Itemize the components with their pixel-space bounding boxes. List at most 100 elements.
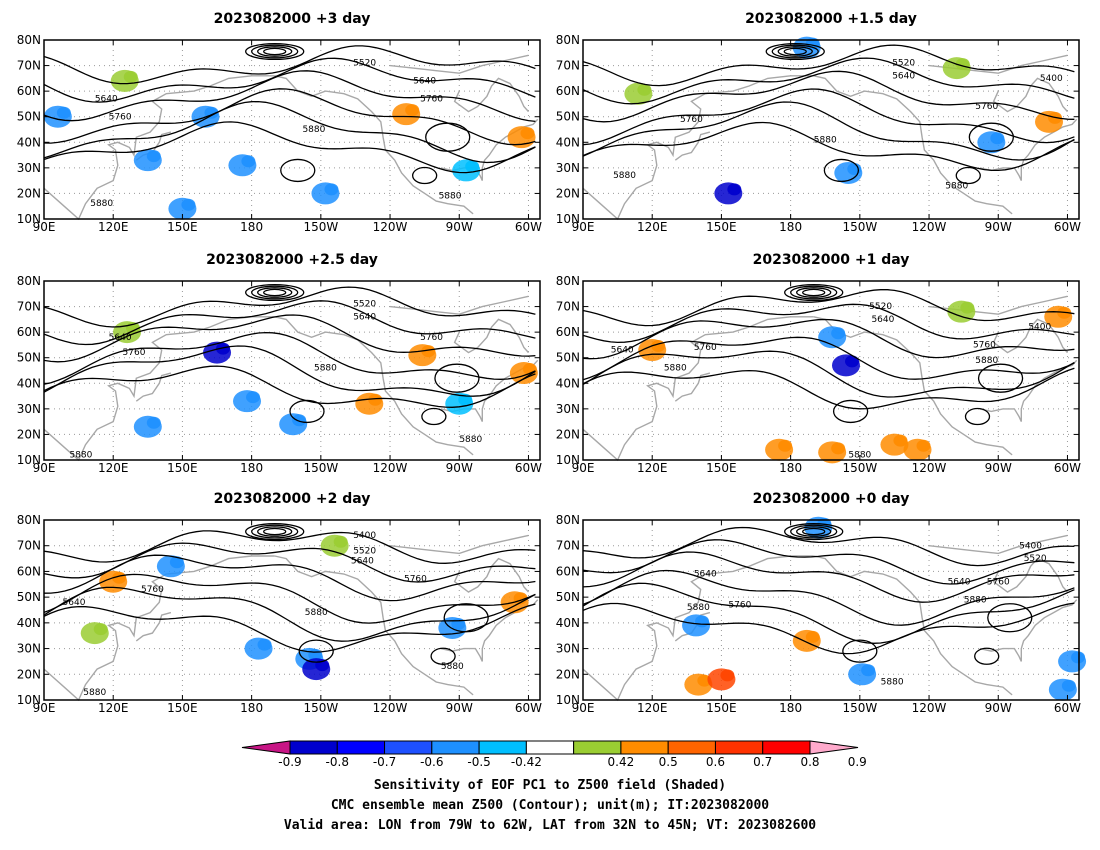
z500-low-contour — [257, 46, 293, 57]
sensitivity-patch — [861, 664, 876, 677]
lat-tick-label: 80N — [556, 33, 580, 47]
contour-label: 5640 — [351, 557, 374, 567]
coastline — [274, 75, 474, 215]
lon-tick-label: 90W — [446, 461, 473, 475]
coastline — [43, 555, 275, 702]
colorbar-label: 0.7 — [753, 755, 772, 769]
contour-label: 5640 — [892, 71, 915, 81]
z500-closed-contour — [968, 122, 1014, 152]
z500-contour — [582, 44, 1075, 87]
colorbar-label: 0.6 — [706, 755, 725, 769]
map-frame — [43, 39, 541, 220]
z500-low-contour — [790, 524, 838, 539]
lat-tick-label: 10N — [17, 212, 41, 226]
lon-tick-label: 90E — [33, 701, 56, 715]
coastline — [135, 372, 172, 402]
contour-label: 5760 — [694, 343, 717, 353]
lon-tick-label: 120W — [912, 701, 947, 715]
z500-closed-contour — [443, 603, 489, 633]
lat-tick-label: 30N — [556, 642, 580, 656]
z500-contour — [43, 57, 536, 103]
colorbar-label: 0.5 — [659, 755, 678, 769]
z500-contour — [582, 367, 1075, 410]
lat-tick-label: 70N — [17, 300, 41, 314]
z500-contour — [43, 530, 536, 564]
sensitivity-patch — [727, 183, 742, 196]
lat-tick-label: 40N — [556, 616, 580, 630]
contour-label: 5760 — [141, 585, 164, 595]
map-background — [583, 40, 1079, 219]
contour-label: 5640 — [95, 94, 118, 104]
lat-tick-label: 30N — [556, 161, 580, 175]
sensitivity-patch — [451, 618, 466, 630]
z500-contour — [582, 318, 1075, 360]
lon-tick-label: 150E — [167, 701, 198, 715]
z500-contour — [43, 121, 536, 174]
z500-contour — [582, 88, 1075, 146]
sensitivity-patch — [246, 391, 261, 404]
sensitivity-patch — [1071, 651, 1086, 664]
colorbar-cell — [762, 740, 811, 755]
lat-tick-label: 60N — [17, 325, 41, 339]
contour-label: 5760 — [973, 340, 996, 350]
z500-contour — [582, 551, 1075, 603]
lon-tick-label: 150E — [167, 220, 198, 234]
coastline — [582, 75, 814, 221]
sensitivity-patch — [257, 638, 272, 651]
lat-tick-label: 60N — [17, 84, 41, 98]
lat-tick-label: 20N — [17, 427, 41, 441]
contour-label: 5640 — [353, 312, 376, 322]
lat-tick-label: 30N — [556, 402, 580, 416]
z500-contour — [43, 314, 536, 363]
contour-label: 5400 — [353, 531, 376, 541]
lon-tick-label: 90W — [985, 220, 1012, 234]
z500-contour — [43, 286, 536, 328]
colorbar-label: 0.9 — [848, 755, 867, 769]
z500-low-contour — [257, 287, 293, 298]
lat-tick-label: 80N — [556, 274, 580, 288]
z500-contour — [582, 336, 1075, 381]
lat-tick-label: 20N — [556, 186, 580, 200]
lon-tick-label: 180 — [779, 220, 802, 234]
z500-low-contour — [802, 527, 826, 536]
contour-label: 5880 — [945, 181, 968, 191]
lat-tick-label: 10N — [556, 453, 580, 467]
contour-label: 5640 — [413, 76, 436, 86]
lat-tick-label: 60N — [556, 564, 580, 578]
lon-tick-label: 150W — [303, 220, 338, 234]
contour-label: 5880 — [302, 125, 325, 135]
lat-tick-label: 60N — [556, 325, 580, 339]
contour-label: 5760 — [420, 94, 443, 104]
colorbar-cell — [431, 740, 480, 755]
caption-line-2: CMC ensemble mean Z500 (Contour); unit(m… — [330, 798, 770, 813]
map-panel-3: 5520 5640 5640 5760 5760 5880 5880 5880 10N 20N 30… — [17, 252, 542, 475]
z500-low-contour — [263, 47, 287, 56]
map-background — [44, 520, 540, 700]
z500-contour — [582, 569, 1075, 626]
contour-label: 5640 — [611, 346, 634, 356]
lat-tick-label: 10N — [556, 693, 580, 707]
z500-contour — [582, 582, 1075, 644]
contour-label: 5640 — [63, 598, 86, 608]
map-frame — [43, 519, 541, 701]
sensitivity-patch — [847, 162, 862, 175]
caption-line-1: Sensitivity of EOF PC1 to Z500 field (Sh… — [373, 778, 727, 793]
contour-label: 5880 — [664, 364, 687, 374]
panel-title: 2023082000 +0 day — [753, 491, 910, 507]
sensitivity-patch — [990, 132, 1005, 145]
map-background — [583, 520, 1079, 700]
sensitivity-patch — [831, 442, 846, 455]
colorbar-label: -0.42 — [511, 755, 542, 769]
lon-tick-label: 180 — [779, 701, 802, 715]
lat-tick-label: 30N — [17, 161, 41, 175]
coastline — [389, 295, 529, 315]
z500-contour — [43, 573, 536, 624]
colorbar-left-triangle — [241, 740, 291, 755]
lon-tick-label: 120E — [637, 461, 668, 475]
colorbar-cell — [667, 740, 716, 755]
contour-label: 5880 — [964, 595, 987, 605]
sensitivity-patch — [169, 556, 184, 569]
contour-label: 5760 — [680, 115, 703, 125]
